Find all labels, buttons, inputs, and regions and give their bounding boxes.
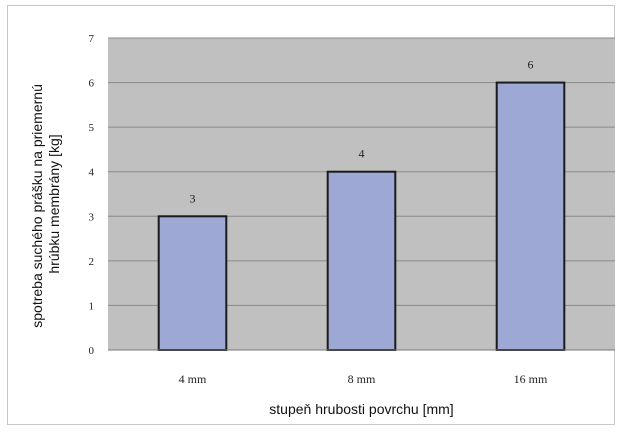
data-labels: 3 4 6 — [190, 58, 534, 206]
y-tick-label: 2 — [89, 256, 95, 268]
data-label: 3 — [190, 191, 196, 205]
x-category-label: 8 mm — [348, 372, 376, 386]
y-tick-label: 5 — [89, 122, 95, 134]
x-axis-title: stupeň hrubosti povrchu [mm] — [269, 401, 453, 417]
data-label: 6 — [528, 58, 534, 72]
x-axis-categories: 4 mm 8 mm 16 mm — [179, 372, 548, 386]
x-category-label: 4 mm — [179, 372, 207, 386]
bar — [157, 215, 228, 351]
y-tick-label: 6 — [89, 78, 95, 90]
y-tick-label: 0 — [89, 345, 95, 357]
x-category-label: 16 mm — [514, 372, 548, 386]
data-label: 4 — [359, 147, 365, 161]
y-tick-label: 7 — [89, 33, 95, 45]
bar — [495, 81, 566, 351]
y-tick-label: 1 — [89, 300, 95, 312]
y-tick-label: 4 — [89, 167, 95, 179]
bar — [326, 170, 397, 351]
y-axis-title-line-1: spotreba suchého prášku na priemernú — [29, 84, 45, 328]
y-axis-title: spotreba suchého prášku na priemernú hrú… — [29, 80, 62, 327]
y-tick-label: 3 — [89, 211, 95, 223]
y-axis-title-line-2: hrúbku membrány [kg] — [46, 134, 62, 273]
y-axis-ticks: 0 1 2 3 4 5 6 7 — [89, 33, 95, 357]
